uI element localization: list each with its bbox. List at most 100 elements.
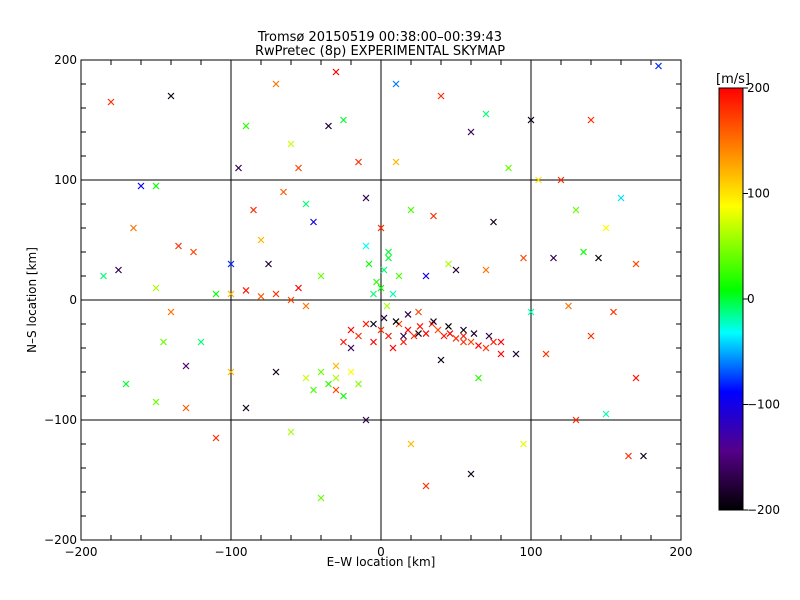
- data-point: [392, 158, 400, 166]
- data-point: [587, 332, 595, 340]
- data-point: [467, 128, 475, 136]
- data-point: [377, 224, 385, 232]
- data-point: [302, 302, 310, 310]
- data-point: [610, 308, 617, 316]
- data-point: [467, 338, 475, 346]
- x-tick-label: 100: [520, 545, 543, 559]
- data-point: [302, 200, 310, 208]
- data-point: [325, 122, 332, 130]
- data-point: [122, 380, 130, 388]
- data-point: [355, 380, 362, 388]
- data-point: [370, 320, 377, 328]
- y-axis-label: N–S location [km]: [25, 247, 39, 353]
- data-point: [400, 332, 407, 340]
- data-point: [152, 398, 160, 406]
- data-point: [355, 158, 362, 166]
- data-point: [550, 254, 557, 262]
- data-point: [317, 494, 325, 502]
- data-point: [527, 116, 535, 124]
- y-axis-ticks: −200 −100 0 100 200: [44, 53, 681, 547]
- data-point: [362, 242, 370, 250]
- data-point: [490, 218, 497, 226]
- x-axis-label: E–W location [km]: [327, 555, 436, 569]
- data-point: [362, 194, 370, 202]
- colorbar-label: [m/s]: [716, 72, 750, 87]
- data-point: [235, 164, 242, 172]
- colorbar-tick-label: 100: [747, 187, 770, 201]
- data-point: [527, 308, 535, 316]
- data-point: [250, 206, 257, 214]
- data-point: [347, 368, 355, 376]
- data-point: [167, 92, 175, 100]
- data-point: [445, 260, 452, 268]
- data-point: [460, 332, 467, 340]
- data-point: [227, 368, 235, 376]
- data-point: [182, 404, 190, 412]
- colorbar-tick-label: 0: [747, 292, 755, 306]
- data-point: [362, 320, 370, 328]
- data-point: [392, 80, 400, 88]
- y-tick-label: 200: [54, 53, 77, 67]
- data-point: [272, 290, 280, 298]
- data-point: [475, 342, 482, 350]
- data-point: [332, 362, 340, 370]
- colorbar-tick-label: 200: [747, 81, 770, 95]
- data-point: [595, 254, 602, 262]
- data-point: [410, 332, 418, 340]
- data-point: [395, 272, 403, 280]
- data-point: [383, 302, 391, 310]
- data-point: [392, 318, 400, 326]
- data-point: [280, 188, 287, 196]
- data-point: [197, 338, 205, 346]
- data-point: [190, 248, 197, 256]
- data-point: [212, 290, 220, 298]
- data-point: [287, 296, 295, 304]
- y-tick-label: 0: [69, 293, 77, 307]
- y-tick-label: −200: [44, 533, 77, 547]
- data-point: [317, 368, 325, 376]
- data-point: [310, 218, 317, 226]
- x-tick-label: −200: [65, 545, 98, 559]
- data-point: [272, 80, 280, 88]
- data-point: [655, 62, 662, 70]
- data-point: [385, 254, 392, 262]
- colorbar: [m/s] −200 −100 0 100 200: [716, 72, 780, 517]
- data-point: [452, 334, 460, 342]
- colorbar-gradient: [718, 87, 744, 511]
- data-point: [340, 338, 347, 346]
- data-point: [400, 338, 407, 346]
- data-point: [632, 374, 640, 382]
- data-point: [490, 338, 497, 346]
- data-points: [100, 62, 662, 502]
- y-tick-label: −100: [44, 413, 77, 427]
- data-point: [332, 68, 340, 76]
- data-point: [632, 260, 640, 268]
- data-point: [152, 182, 160, 190]
- data-point: [160, 338, 167, 346]
- data-point: [100, 272, 107, 280]
- data-point: [295, 284, 302, 292]
- data-point: [257, 236, 265, 244]
- data-point: [482, 344, 490, 352]
- colorbar-tick-label: −100: [747, 398, 780, 412]
- data-point: [152, 284, 160, 292]
- data-point: [182, 362, 190, 370]
- data-point: [385, 332, 392, 340]
- data-point: [416, 322, 424, 330]
- data-point: [407, 440, 415, 448]
- data-point: [130, 224, 137, 232]
- data-point: [302, 374, 310, 382]
- data-point: [475, 374, 482, 382]
- data-point: [107, 98, 115, 106]
- data-point: [640, 452, 647, 460]
- data-point: [415, 330, 422, 338]
- data-point: [380, 314, 388, 322]
- data-point: [310, 386, 317, 394]
- y-tick-label: 100: [54, 173, 77, 187]
- data-point: [440, 332, 448, 340]
- grid: [81, 60, 681, 540]
- data-point: [404, 326, 412, 334]
- data-point: [512, 350, 520, 358]
- data-point: [377, 326, 385, 334]
